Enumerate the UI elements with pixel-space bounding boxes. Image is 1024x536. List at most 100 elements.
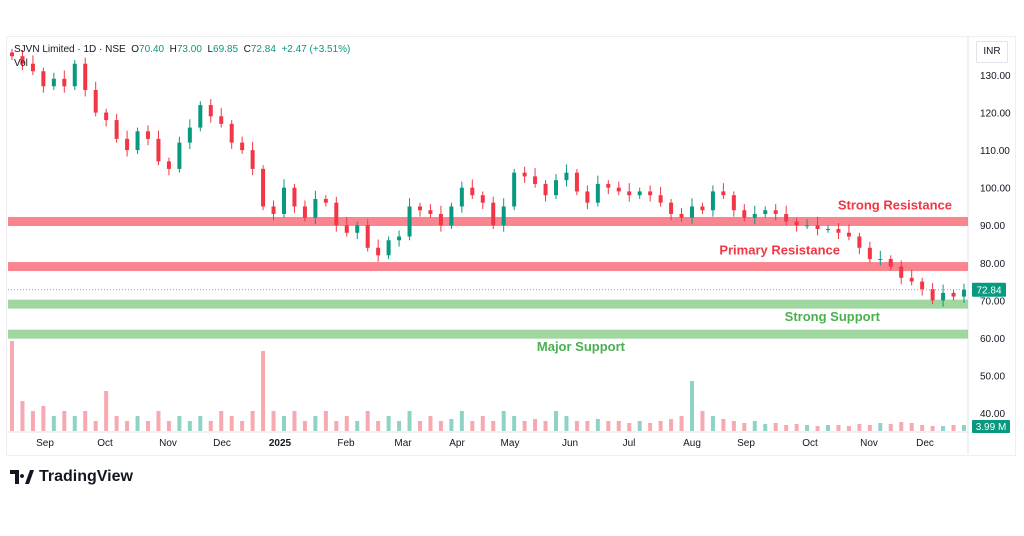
volume-bar <box>878 423 883 431</box>
volume-bar <box>700 411 705 431</box>
candle-body <box>72 63 77 87</box>
candle-body <box>543 183 548 196</box>
volume-bar <box>585 421 590 431</box>
level-label: Major Support <box>537 339 626 354</box>
volume-bar <box>208 421 213 431</box>
time-tick: Apr <box>449 438 465 449</box>
price-tick: 80.00 <box>980 259 1005 270</box>
volume-bar <box>742 423 747 431</box>
volume-bar <box>930 426 935 431</box>
time-tick: Sep <box>737 438 755 449</box>
candle-body <box>313 198 318 218</box>
close-value: 72.84 <box>250 44 276 55</box>
volume-bar <box>146 421 150 431</box>
volume-bar <box>449 419 454 431</box>
price-tick: 50.00 <box>980 371 1005 382</box>
volume-bar <box>846 426 851 431</box>
volume-bar <box>30 411 35 431</box>
candle-body <box>397 236 402 241</box>
candle-body <box>752 213 757 218</box>
volume-label: Vol <box>14 58 28 69</box>
candle-body <box>721 191 726 196</box>
volume-bar <box>344 416 349 431</box>
candle-body <box>574 172 579 192</box>
candle-body <box>836 228 841 233</box>
candle-body <box>51 78 56 87</box>
volume-bar <box>219 411 224 431</box>
candle-body <box>951 292 956 297</box>
candle-body <box>763 210 768 214</box>
volume-bar <box>616 421 621 431</box>
volume-bar <box>459 411 464 431</box>
volume-bar <box>156 411 161 431</box>
time-tick: Jun <box>562 438 578 449</box>
currency-button[interactable]: INR <box>976 41 1008 63</box>
candle-body <box>846 232 851 237</box>
low-value: 69.85 <box>213 44 239 55</box>
candle-body <box>470 187 475 196</box>
time-tick: Nov <box>860 438 878 449</box>
candle-body <box>585 191 590 203</box>
volume-bar <box>104 391 109 431</box>
volume-bar <box>187 421 192 431</box>
volume-bar <box>386 416 391 431</box>
volume-bar <box>501 411 506 431</box>
price-tick: 90.00 <box>980 221 1005 232</box>
price-tick: 40.00 <box>980 409 1005 420</box>
candle-body <box>355 225 360 233</box>
volume-bar <box>135 416 140 431</box>
volume-bar <box>941 426 946 431</box>
level-label: Strong Resistance <box>838 197 952 212</box>
volume-bar <box>62 411 67 431</box>
low-label: L <box>207 44 214 55</box>
candle-body <box>784 213 789 222</box>
candle-body <box>773 210 778 214</box>
volume-bar <box>962 425 966 431</box>
volume-bar <box>857 424 862 431</box>
volume-bar <box>292 411 297 431</box>
candle-body <box>177 142 182 169</box>
candle-body <box>480 195 485 203</box>
volume-bar <box>93 421 98 431</box>
time-tick: Oct <box>802 438 818 449</box>
candle-body <box>554 180 558 196</box>
symbol-name: SJVN Limited · 1D · NSE <box>14 44 126 55</box>
volume-bar <box>271 411 276 431</box>
candle-body <box>533 176 538 184</box>
last-volume-tag <box>972 420 1010 433</box>
time-tick: Dec <box>916 438 934 449</box>
candle-body <box>386 240 391 256</box>
level-band-resistance <box>8 216 968 226</box>
volume-bar <box>407 411 412 431</box>
volume-bar <box>166 421 171 431</box>
candle-body <box>365 225 370 248</box>
volume-bar <box>574 421 579 431</box>
symbol-legend: SJVN Limited · 1D · NSE O70.40 H73.00 L6… <box>14 44 350 55</box>
time-tick: Jul <box>623 438 636 449</box>
price-tick: 110.00 <box>980 146 1010 157</box>
candle-body <box>794 221 799 226</box>
candle-body <box>941 292 946 301</box>
candle-body <box>407 206 412 237</box>
last-price-tag <box>972 282 1006 297</box>
candle-body <box>198 105 203 128</box>
volume-bar <box>627 423 632 431</box>
time-tick: Oct <box>97 438 113 449</box>
candle-body <box>710 191 715 211</box>
volume-bar <box>302 421 307 431</box>
candle-body <box>648 191 653 196</box>
volume-bar <box>690 381 694 431</box>
candle-body <box>731 195 736 211</box>
price-tick: 130.00 <box>980 71 1011 82</box>
volume-bar <box>805 425 810 431</box>
volume-bar <box>867 425 872 431</box>
candle-body <box>323 198 328 203</box>
volume-bar <box>438 421 443 431</box>
candle-body <box>867 247 872 260</box>
candle-body <box>41 71 46 87</box>
time-tick: Sep <box>36 438 54 449</box>
candle-body <box>826 228 830 230</box>
volume-bar <box>397 421 402 431</box>
volume-bar <box>543 421 548 431</box>
